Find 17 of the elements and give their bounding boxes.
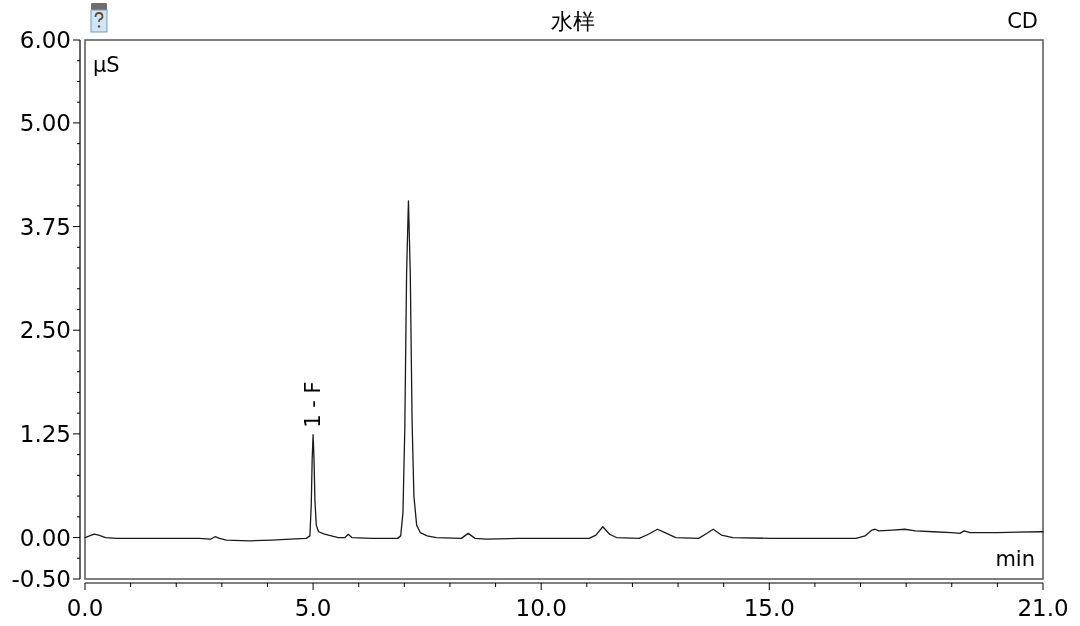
x-tick-label: 5.0 bbox=[294, 595, 332, 621]
y-tick-label: 1.25 bbox=[19, 420, 71, 447]
x-tick-label: 0.0 bbox=[66, 595, 104, 621]
y-axis-title: µS bbox=[93, 53, 120, 77]
y-tick-label: -0.50 bbox=[11, 566, 71, 592]
chart-title: 水样 bbox=[551, 9, 595, 34]
y-tick-label: 5.00 bbox=[19, 109, 71, 136]
x-axis-title: min bbox=[995, 547, 1035, 571]
y-tick-label: 6.00 bbox=[19, 27, 71, 53]
x-tick-label: 10.0 bbox=[515, 595, 567, 621]
y-tick-label: 0.00 bbox=[19, 524, 71, 551]
y-tick-label: 2.50 bbox=[19, 317, 71, 344]
x-tick-label: 15.0 bbox=[743, 595, 795, 621]
y-tick-label: 3.75 bbox=[19, 213, 71, 240]
x-tick-label: 21.0 bbox=[1017, 595, 1069, 621]
annotation: 1 - F bbox=[301, 381, 326, 428]
text: CD bbox=[1007, 9, 1038, 33]
